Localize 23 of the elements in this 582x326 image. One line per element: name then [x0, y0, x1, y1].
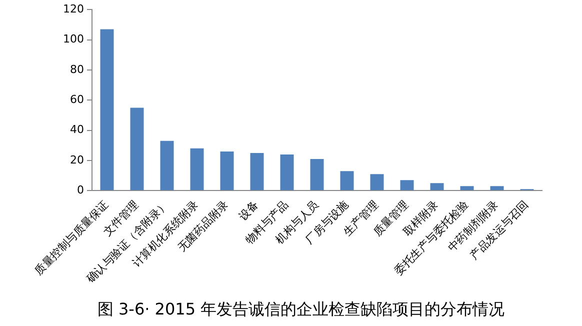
text: 图 3-6· 2015 年发告诚信的企业检查缺陷项目的分布情况 [97, 300, 505, 319]
y-tick-label: 20 [70, 153, 84, 166]
y-tick-label: 80 [70, 62, 84, 76]
bar [100, 29, 114, 190]
bar [190, 148, 204, 190]
bar [250, 152, 264, 190]
y-tick-label: 40 [70, 123, 84, 136]
bar [160, 140, 174, 190]
bar [220, 151, 234, 190]
bar [460, 186, 474, 190]
y-tick-label: 60 [70, 93, 84, 106]
bar [280, 154, 294, 190]
bar [340, 171, 354, 190]
bar [490, 186, 504, 190]
bar [400, 180, 414, 190]
x-tick-label: 设备 [236, 198, 262, 224]
y-tick-label: 100 [62, 32, 84, 46]
bar [130, 108, 144, 190]
bar [370, 174, 384, 190]
bar [310, 158, 324, 190]
y-tick-label: 120 [62, 2, 84, 16]
y-tick-label: 0 [76, 184, 84, 197]
bar [430, 183, 444, 190]
